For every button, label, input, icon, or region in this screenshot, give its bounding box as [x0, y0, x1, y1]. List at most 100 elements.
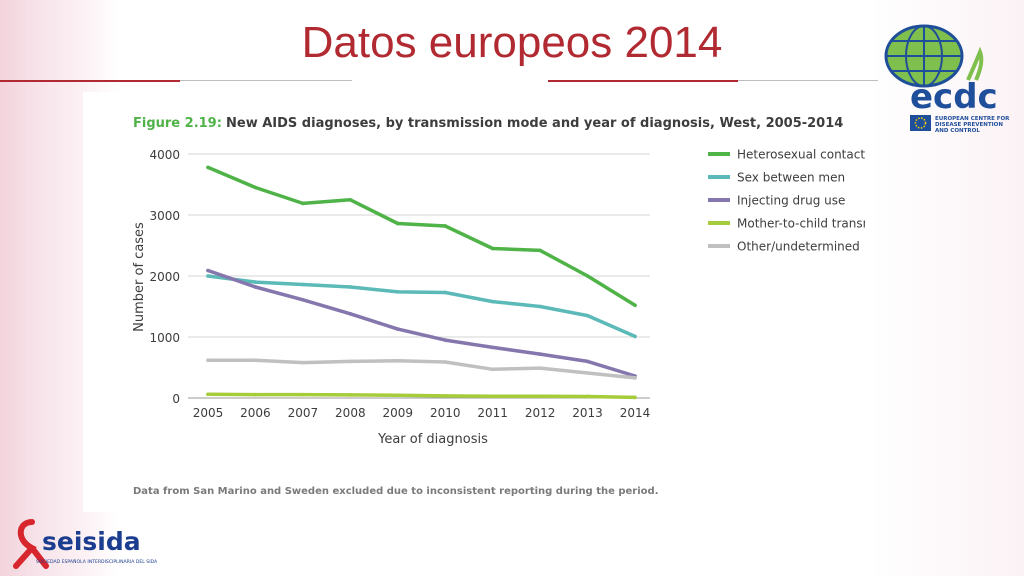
data-point-heterosexual-contact	[206, 165, 210, 170]
legend-label-injecting-drug-use: Injecting drug use	[737, 194, 845, 208]
data-point-other-undetermined	[301, 360, 305, 365]
data-point-other-undetermined	[443, 360, 448, 364]
x-tick-label: 2007	[288, 406, 319, 420]
data-point-sex-between-men	[206, 274, 210, 278]
data-point-other-undetermined	[633, 376, 637, 380]
x-tick-label: 2012	[525, 406, 556, 420]
x-tick-label: 2008	[335, 406, 366, 420]
data-point-sex-between-men	[585, 313, 590, 318]
data-point-sex-between-men	[395, 290, 400, 294]
y-tick-label: 0	[172, 392, 180, 406]
ecdc-wordmark: ecdc	[910, 77, 998, 117]
legend-label-mother-to-child-transmission: Mother-to-child transmission	[737, 217, 865, 231]
data-point-injecting-drug-use	[443, 338, 448, 342]
figure-footnote: Data from San Marino and Sweden excluded…	[133, 486, 659, 497]
title-rule-left	[0, 80, 180, 82]
figure-panel: Figure 2.19: New AIDS diagnoses, by tran…	[83, 92, 908, 512]
seisida-logo: seisida SOCIEDAD ESPAÑOLA INTERDISCIPLIN…	[10, 518, 160, 570]
data-point-mother-to-child-transmission	[443, 394, 448, 398]
data-point-other-undetermined	[253, 358, 258, 362]
legend-label-heterosexual-contact: Heterosexual contact	[737, 148, 865, 162]
title-rule-grey-left	[180, 80, 352, 81]
data-point-mother-to-child-transmission	[585, 394, 590, 399]
x-tick-label: 2010	[430, 406, 461, 420]
data-point-heterosexual-contact	[253, 185, 258, 190]
data-point-mother-to-child-transmission	[633, 395, 637, 400]
x-tick-label: 2005	[193, 406, 224, 420]
x-tick-label: 2014	[620, 406, 651, 420]
slide-title: Datos europeos 2014	[301, 18, 723, 67]
x-axis-ticks: 2005 2006 2007 2008 2009 2010 2011 2012 2013 2014	[193, 406, 651, 420]
data-point-injecting-drug-use	[395, 327, 400, 331]
data-point-other-undetermined	[395, 358, 400, 363]
x-tick-label: 2009	[383, 406, 414, 420]
line-chart: Figure 2.19: New AIDS diagnoses, by tran…	[132, 116, 908, 497]
series-line-heterosexual-contact	[206, 165, 637, 308]
legend-label-sex-between-men: Sex between men	[737, 171, 845, 185]
seisida-tagline: SOCIEDAD ESPAÑOLA INTERDISCIPLINARIA DEL…	[36, 558, 158, 565]
red-ribbon-icon	[13, 519, 49, 569]
data-point-sex-between-men	[301, 282, 305, 287]
legend-label-other-undetermined: Other/undetermined	[737, 240, 860, 254]
y-axis-label: Number of cases	[132, 222, 147, 332]
x-tick-label: 2011	[477, 406, 508, 420]
data-point-mother-to-child-transmission	[253, 392, 258, 397]
data-point-mother-to-child-transmission	[395, 393, 400, 398]
x-axis-label: Year of diagnosis	[377, 432, 488, 447]
title-rule-grey-right	[738, 80, 878, 81]
data-point-sex-between-men	[490, 299, 495, 304]
x-tick-label: 2006	[240, 406, 271, 420]
data-point-heterosexual-contact	[301, 201, 305, 206]
x-tick-label: 2013	[572, 406, 603, 420]
data-point-injecting-drug-use	[206, 268, 210, 273]
chart-legend: Heterosexual contact Sex between men Injec…	[708, 148, 908, 254]
data-point-sex-between-men	[253, 280, 258, 284]
seisida-wordmark: seisida	[42, 527, 141, 556]
data-point-heterosexual-contact	[585, 274, 590, 278]
ecdc-tagline-3: AND CONTROL	[935, 128, 980, 134]
data-point-injecting-drug-use	[348, 312, 353, 316]
data-point-mother-to-child-transmission	[301, 392, 305, 397]
ecdc-tagline-1: EUROPEAN CENTRE FOR	[935, 116, 1010, 122]
data-point-injecting-drug-use	[253, 285, 258, 289]
data-point-other-undetermined	[206, 358, 210, 362]
y-tick-label: 2000	[149, 270, 180, 284]
swoosh-icon	[966, 46, 984, 81]
chart-series	[206, 165, 637, 400]
data-point-sex-between-men	[443, 290, 448, 295]
ecdc-tagline-2: DISEASE PREVENTION	[935, 122, 1003, 128]
data-point-heterosexual-contact	[348, 197, 353, 202]
title-rule-right	[548, 80, 738, 82]
data-point-heterosexual-contact	[490, 246, 495, 251]
globe-icon	[884, 24, 964, 88]
data-point-heterosexual-contact	[633, 303, 637, 308]
data-point-injecting-drug-use	[301, 297, 305, 302]
figure-label: Figure 2.19:	[133, 116, 222, 131]
y-tick-label: 1000	[149, 331, 180, 345]
series-line-other-undetermined	[206, 358, 637, 380]
data-point-mother-to-child-transmission	[206, 392, 210, 397]
ecdc-logo: ecdc EUROPEAN CENTRE FOR DISEASE PREVENT…	[880, 22, 1020, 140]
data-point-injecting-drug-use	[585, 359, 590, 364]
data-point-other-undetermined	[538, 366, 542, 370]
data-point-heterosexual-contact	[443, 224, 448, 228]
figure-caption: New AIDS diagnoses, by transmission mode…	[226, 116, 843, 131]
data-point-injecting-drug-use	[538, 352, 542, 356]
data-point-mother-to-child-transmission	[538, 394, 542, 398]
series-line-sex-between-men	[206, 274, 637, 339]
data-point-heterosexual-contact	[395, 221, 400, 226]
data-point-injecting-drug-use	[490, 345, 495, 350]
data-point-sex-between-men	[538, 304, 542, 309]
data-point-other-undetermined	[585, 371, 590, 375]
data-point-mother-to-child-transmission	[490, 394, 495, 398]
data-point-mother-to-child-transmission	[348, 393, 353, 397]
data-point-sex-between-men	[348, 285, 353, 289]
data-point-other-undetermined	[348, 359, 353, 364]
eu-flag-icon	[910, 115, 931, 131]
data-point-heterosexual-contact	[538, 248, 542, 253]
series-line-injecting-drug-use	[206, 268, 637, 378]
y-axis-ticks: 0 1000 2000 3000 4000	[149, 148, 180, 406]
data-point-sex-between-men	[633, 334, 637, 339]
data-point-other-undetermined	[490, 367, 495, 372]
y-tick-label: 3000	[149, 209, 180, 223]
